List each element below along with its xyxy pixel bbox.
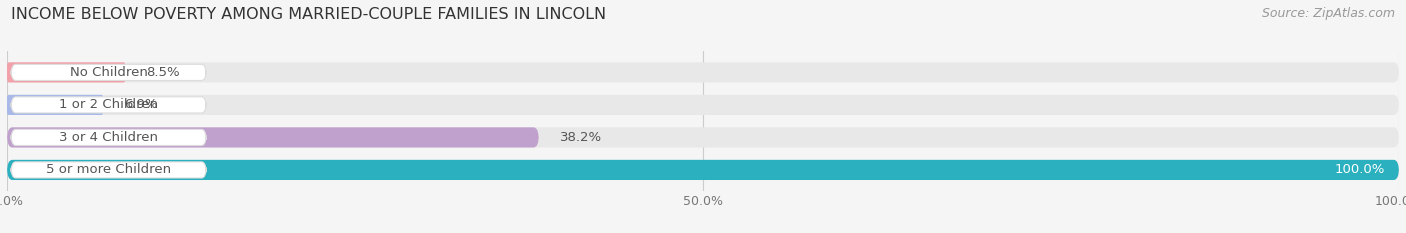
Text: Source: ZipAtlas.com: Source: ZipAtlas.com — [1261, 7, 1395, 20]
FancyBboxPatch shape — [11, 129, 207, 145]
Text: 38.2%: 38.2% — [560, 131, 602, 144]
Text: 3 or 4 Children: 3 or 4 Children — [59, 131, 157, 144]
FancyBboxPatch shape — [7, 127, 538, 147]
Text: INCOME BELOW POVERTY AMONG MARRIED-COUPLE FAMILIES IN LINCOLN: INCOME BELOW POVERTY AMONG MARRIED-COUPL… — [11, 7, 606, 22]
FancyBboxPatch shape — [7, 62, 125, 82]
FancyBboxPatch shape — [11, 97, 207, 113]
FancyBboxPatch shape — [7, 127, 1399, 147]
Text: 1 or 2 Children: 1 or 2 Children — [59, 98, 159, 111]
Text: 8.5%: 8.5% — [146, 66, 180, 79]
FancyBboxPatch shape — [7, 95, 1399, 115]
Text: 5 or more Children: 5 or more Children — [46, 163, 172, 176]
Text: 100.0%: 100.0% — [1334, 163, 1385, 176]
FancyBboxPatch shape — [7, 95, 103, 115]
FancyBboxPatch shape — [11, 162, 207, 178]
Text: No Children: No Children — [70, 66, 148, 79]
FancyBboxPatch shape — [7, 160, 1399, 180]
FancyBboxPatch shape — [7, 62, 1399, 82]
FancyBboxPatch shape — [7, 160, 1399, 180]
Text: 6.9%: 6.9% — [124, 98, 157, 111]
FancyBboxPatch shape — [11, 64, 207, 80]
